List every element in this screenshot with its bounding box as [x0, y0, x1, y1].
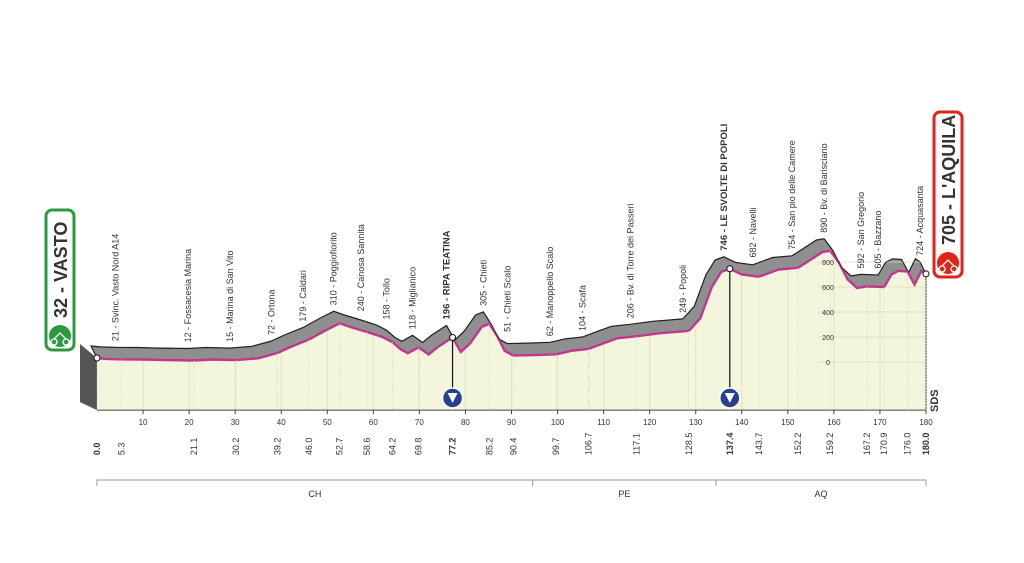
waypoint-label: 240 - Canosa Sannita	[356, 224, 366, 311]
kom-triangle	[724, 393, 735, 403]
x-tick-label: 10	[139, 418, 148, 427]
x-tick-label: 80	[461, 418, 470, 427]
waypoint-label: 118 - Miglianico	[407, 267, 417, 329]
finish-dot	[922, 270, 930, 278]
kom-dot	[726, 265, 734, 273]
start-icon	[49, 325, 71, 347]
profile-side	[80, 344, 97, 411]
start-box	[44, 208, 76, 352]
y-tick-label: 0	[826, 360, 830, 367]
x-tick-label: 70	[415, 418, 424, 427]
x-tick-label: 100	[551, 418, 565, 427]
x-tick-label: 170	[873, 418, 887, 427]
waypoint-label: 104 - Scafa	[577, 285, 587, 331]
y-tick-label: 400	[822, 310, 834, 317]
region-label: PE	[618, 489, 630, 499]
finish-label: 705 - L'AQUILA	[939, 115, 959, 245]
finish-icon-bike	[938, 259, 958, 273]
km-label: 39.2	[273, 438, 283, 456]
x-tick-label: 60	[369, 418, 378, 427]
km-label: 152.2	[793, 433, 803, 456]
km-label: 85.2	[484, 438, 494, 456]
x-tick-label: 50	[323, 418, 332, 427]
finish-icon	[937, 252, 959, 274]
x-tick-label: 180	[919, 418, 933, 427]
waypoint-label: 12 - Fossacesia Marina	[183, 249, 193, 343]
km-label: 176.0	[903, 433, 913, 456]
profile-outline	[90, 238, 921, 349]
km-label: 137.4	[725, 433, 735, 456]
waypoint-label: 746 - LE SVOLTE DI POPOLI	[719, 124, 730, 251]
km-label: 30.2	[231, 438, 241, 456]
km-label: 69.8	[413, 438, 423, 456]
start-icon-bike	[50, 332, 70, 346]
km-label: 159.2	[825, 433, 835, 456]
waypoint-label: 51 - Chieti Scalo	[502, 266, 512, 332]
region-line	[96, 479, 927, 486]
y-tick-label: 600	[822, 285, 834, 292]
waypoint-label: 310 - Poggiofiorito	[329, 232, 339, 305]
region-label: AQ	[814, 489, 827, 499]
km-label: 0.0	[92, 443, 102, 456]
x-tick-label: 20	[185, 418, 194, 427]
waypoint-label: 305 - Chieti	[478, 260, 488, 306]
x-tick-label: 160	[827, 418, 841, 427]
waypoint-label: 206 - Bv. di Torre dei Passeri	[625, 204, 635, 319]
km-label: 90.4	[508, 438, 518, 456]
profile-area	[97, 250, 926, 411]
km-label: 143.7	[754, 433, 764, 456]
region-label: CH	[308, 489, 321, 499]
waypoint-label: 890 - Bv. di Barisciano	[819, 143, 829, 232]
km-label: 52.7	[335, 438, 345, 456]
waypoint-label: 605 - Bazzano	[873, 211, 883, 269]
waypoint-label: 682 - Navelli	[748, 208, 758, 258]
km-label: 5.3	[116, 443, 126, 456]
finish-box	[932, 110, 964, 279]
km-label: 128.5	[684, 433, 694, 456]
x-tick-label: 90	[507, 418, 516, 427]
waypoint-label: 72 - Ortona	[267, 289, 277, 335]
y-tick-label: 800	[822, 260, 834, 267]
km-label: 64.2	[388, 438, 398, 456]
x-tick-label: 110	[597, 418, 610, 427]
x-tick-label: 150	[781, 418, 795, 427]
km-label: 170.9	[879, 433, 889, 456]
km-label: 167.2	[862, 433, 872, 456]
waypoint-label: 196 - RIPA TEATINA	[442, 230, 453, 319]
y-tick-label: 200	[822, 335, 834, 342]
waypoint-label: 724 - Acquasanta	[915, 186, 925, 256]
x-tick-label: 130	[689, 418, 703, 427]
waypoint-label: 15 - Marina di San Vito	[225, 250, 235, 341]
x-tick-label: 120	[643, 418, 657, 427]
kom-triangle	[447, 393, 458, 403]
waypoint-label: 158 - Tollo	[382, 278, 392, 319]
start-label: 32 - VASTO	[51, 222, 71, 318]
km-label: 58.6	[362, 438, 372, 456]
km-label: 46.0	[304, 438, 314, 456]
waypoint-label: 249 - Popoli	[678, 265, 688, 313]
waypoint-label: 21 - Svinc. Vasto Nord A14	[110, 234, 120, 341]
x-tick-label: 30	[231, 418, 240, 427]
km-label: 180.0	[921, 433, 931, 456]
waypoint-label: 179 - Caldari	[298, 270, 308, 322]
km-label: 21.1	[189, 438, 199, 456]
waypoint-label: 592 - San Gregorio	[856, 192, 866, 269]
km-label: 106.7	[583, 433, 593, 456]
x-tick-label: 140	[735, 418, 749, 427]
x-tick-label: 40	[277, 418, 286, 427]
start-dot	[93, 354, 101, 362]
waypoint-label: 62 - Manoppello Scalo	[545, 247, 555, 337]
waypoint-label: 754 - San pio delle Camere	[787, 140, 797, 250]
profile-line	[96, 249, 927, 362]
kom-dot	[449, 334, 457, 341]
km-label: 117.1	[631, 433, 641, 455]
km-label: 77.2	[448, 438, 458, 456]
logo: SDS	[929, 389, 941, 412]
km-label: 99.7	[551, 438, 561, 456]
